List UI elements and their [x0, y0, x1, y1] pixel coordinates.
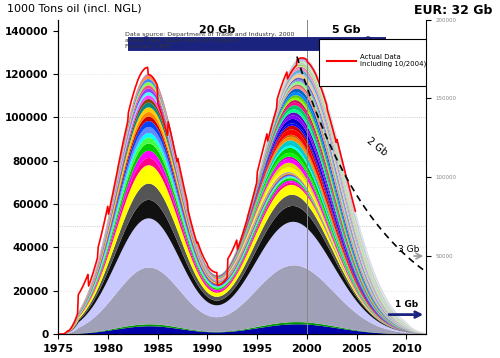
Text: 2 Gb: 2 Gb	[364, 136, 389, 158]
Text: 3 Gb: 3 Gb	[398, 245, 419, 254]
Text: Actual Data
including 10/2004): Actual Data including 10/2004)	[360, 54, 426, 67]
Text: 5 Gb: 5 Gb	[332, 25, 361, 35]
Text: 20 Gb: 20 Gb	[200, 25, 235, 35]
Text: 1 Gb: 1 Gb	[394, 300, 418, 309]
Text: EUR: 32 Gb: EUR: 32 Gb	[414, 4, 492, 17]
Text: Data source: Department of Trade and Industry, 2000
actual data: Royal Bank of S: Data source: Department of Trade and Ind…	[124, 32, 294, 49]
FancyBboxPatch shape	[320, 39, 430, 86]
Text: 1000 Tons oil (incl. NGL): 1000 Tons oil (incl. NGL)	[7, 3, 141, 13]
